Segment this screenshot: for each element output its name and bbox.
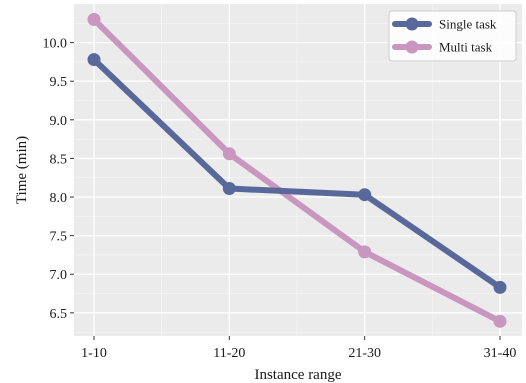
x-axis-ticks: 1-10 11-20 21-30 31-40: [81, 336, 516, 361]
y-tick-label: 10.0: [43, 37, 68, 52]
series-line: [91, 16, 503, 325]
series-layer: [87, 12, 507, 328]
data-point: [87, 12, 101, 26]
series-single-task: [87, 53, 507, 294]
data-point: [222, 147, 236, 161]
y-tick-label: 7.5: [50, 230, 68, 245]
x-tick-label: 21-30: [348, 346, 381, 361]
x-tick-label: 31-40: [484, 346, 517, 361]
grid-lines: [74, 4, 522, 336]
legend-label: Multi task: [439, 40, 493, 55]
x-tick-label: 1-10: [81, 346, 107, 361]
y-tick-label: 8.5: [50, 152, 68, 167]
series-multi-task: [87, 12, 507, 328]
legend-marker: [405, 40, 419, 54]
y-tick-label: 7.0: [50, 268, 68, 283]
y-axis-label: Time (min): [14, 136, 30, 204]
series-line: [91, 56, 503, 291]
y-tick-label: 9.0: [50, 114, 68, 129]
legend: Single task Multi task: [388, 10, 517, 62]
data-point: [358, 188, 372, 202]
legend-marker: [405, 17, 419, 31]
data-point: [493, 314, 507, 328]
legend-label: Single task: [439, 17, 497, 32]
data-point: [222, 182, 236, 196]
data-point: [493, 280, 507, 294]
y-axis-ticks: 6.5 7.0 7.5 8.0 8.5 9.0 9.5 10.0: [43, 37, 74, 322]
y-tick-label: 9.5: [50, 75, 68, 90]
y-tick-label: 6.5: [50, 307, 68, 322]
data-point: [87, 53, 101, 67]
x-tick-label: 11-20: [213, 346, 245, 361]
y-tick-label: 8.0: [50, 191, 68, 206]
data-point: [358, 245, 372, 259]
x-axis-label: Instance range: [254, 367, 341, 383]
